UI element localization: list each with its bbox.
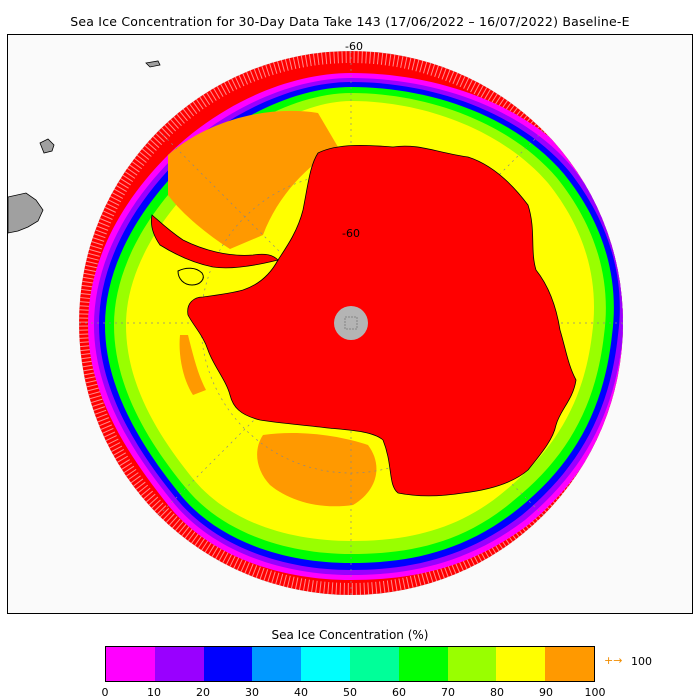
colorbar-segment — [398, 647, 448, 681]
over-range-label: 100 — [631, 655, 652, 668]
colorbar-segment — [252, 647, 302, 681]
colorbar-tick-label: 100 — [584, 686, 606, 699]
colorbar-segment — [203, 647, 253, 681]
small-island — [145, 60, 161, 68]
ross-sea-ice-patch — [257, 433, 377, 507]
colorbar — [105, 646, 595, 682]
antarctic-peninsula — [151, 214, 279, 269]
colorbar-tick-label: 0 — [101, 686, 109, 699]
map-panel: -60 -60 — [7, 34, 693, 614]
colorbar-segment — [349, 647, 399, 681]
weddell-sea-ice-patch — [168, 110, 338, 249]
colorbar-tick-label: 50 — [343, 686, 357, 699]
colorbar-tick-label: 90 — [539, 686, 553, 699]
colorbar-tick-label: 70 — [441, 686, 455, 699]
amundsen-ice-patch — [179, 335, 206, 395]
colorbar-segment — [496, 647, 546, 681]
colorbar-title: Sea Ice Concentration (%) — [271, 628, 429, 642]
colorbar-segment — [301, 647, 350, 681]
colorbar-tick-label: 10 — [147, 686, 161, 699]
colorbar-segment — [154, 647, 204, 681]
colorbar-segment — [545, 647, 594, 681]
over-range-arrow-icon: +→ — [604, 654, 623, 667]
latitude-label-inner: -60 — [342, 227, 360, 240]
colorbar-tick-label: 80 — [490, 686, 504, 699]
polar-map: -60 -60 — [8, 35, 692, 613]
colorbar-tick-label: 60 — [392, 686, 406, 699]
latitude-label-outer: -60 — [345, 40, 363, 53]
colorbar-tick-label: 30 — [245, 686, 259, 699]
falkland-islands — [39, 138, 55, 154]
pole-marker — [344, 316, 358, 330]
pole-hole — [334, 306, 368, 340]
map-title: Sea Ice Concentration for 30-Day Data Ta… — [70, 14, 630, 29]
colorbar-segment — [106, 647, 155, 681]
colorbar-tick-label: 40 — [294, 686, 308, 699]
antarctica-landmass — [187, 144, 577, 497]
ronne-ice-shelf-edge — [177, 267, 204, 286]
colorbar-tick-label: 20 — [196, 686, 210, 699]
south-america-landmass — [8, 192, 44, 234]
colorbar-segment — [447, 647, 497, 681]
